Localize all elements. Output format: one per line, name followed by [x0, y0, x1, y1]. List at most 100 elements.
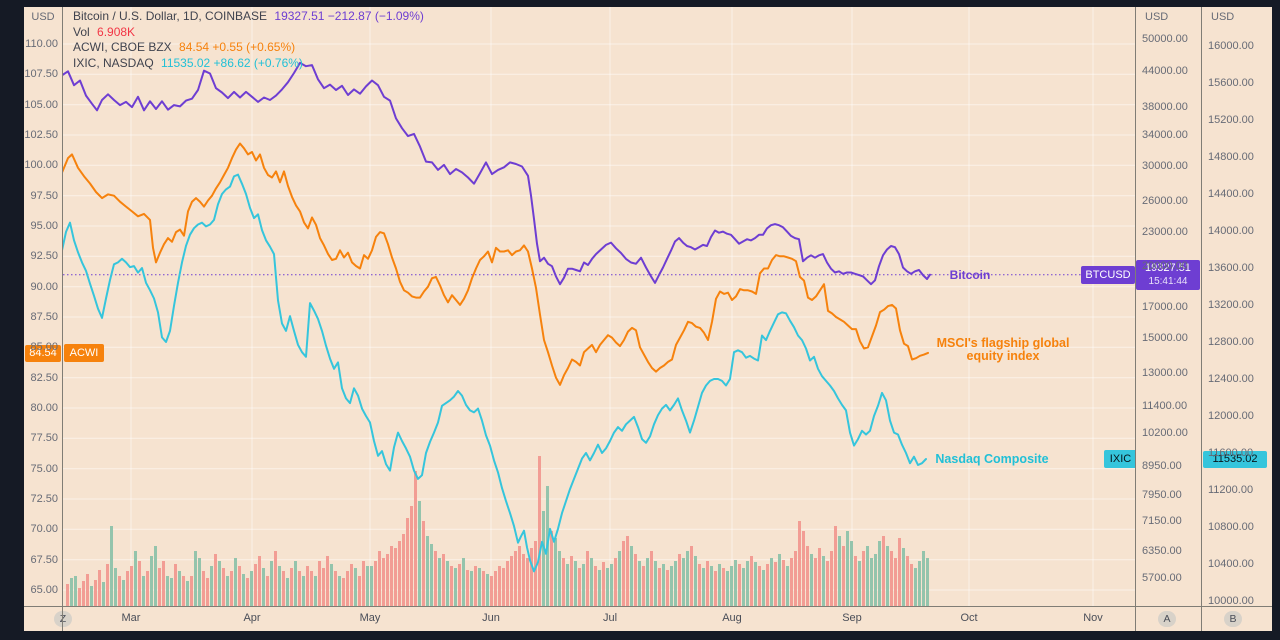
- msci-annotation-line2: equity index: [966, 349, 1040, 364]
- axis-tick-label: 92.50: [30, 250, 58, 263]
- axis-tick-label: 17000.00: [1142, 300, 1188, 313]
- axis-tick-label: 20000.00: [1142, 260, 1188, 273]
- nasdaq-series-label: Nasdaq Composite: [935, 452, 1049, 466]
- axis-tick-label: 10200.00: [1142, 427, 1188, 440]
- left-axis-divider: [62, 7, 63, 631]
- btcusd-ticker-badge: BTCUSD: [1081, 265, 1135, 284]
- btcusd-line: [63, 61, 931, 286]
- axis-tick-label: 65.00: [30, 583, 58, 596]
- axis-tick-label: 7150.00: [1142, 515, 1182, 528]
- month-label: Mar: [121, 612, 141, 624]
- axis-tick-label: 23000.00: [1142, 225, 1188, 238]
- right-price-axis-btc[interactable]: USD 19327.51 15:41:44 50000.00 44000.00 38…: [1136, 7, 1201, 606]
- ixic-axis-divider: [1201, 7, 1202, 631]
- chart-legend[interactable]: Bitcoin / U.S. Dollar, 1D, COINBASE 1932…: [73, 9, 424, 71]
- axis-tick-label: 15000.00: [1142, 331, 1188, 344]
- axis-tick-label: 105.00: [24, 98, 58, 111]
- legend-values-ixic: 11535.02 +86.62 (+0.76%): [161, 55, 303, 70]
- month-label: Aug: [722, 612, 742, 624]
- axis-tick-label: 95.00: [30, 219, 58, 232]
- btc-axis-divider: [1135, 7, 1136, 631]
- month-label: Jun: [482, 612, 500, 624]
- month-label: Nov: [1083, 612, 1103, 624]
- acwi-ticker-badge: ACWI: [64, 343, 104, 362]
- msci-annotation-label: MSCI's flagship global equity index: [920, 335, 1086, 364]
- axis-tick-label: 67.50: [30, 553, 58, 566]
- axis-tick-label: 80.00: [30, 401, 58, 414]
- legend-symbol-btcusd[interactable]: Bitcoin / U.S. Dollar, 1D, COINBASE: [73, 9, 268, 23]
- msci-annotation-line1: MSCI's flagship global: [936, 335, 1070, 350]
- axis-tick-label: 100.00: [24, 159, 58, 172]
- axis-tick-label: 10000.00: [1208, 595, 1254, 607]
- axis-tick-label: 12000.00: [1208, 410, 1254, 422]
- axis-tick-label: 110.00: [25, 38, 58, 50]
- legend-values-btcusd: 19327.51 −212.87 (−1.09%): [274, 9, 424, 23]
- axis-tick-label: 97.50: [30, 189, 58, 202]
- axis-tick-label: 13000.00: [1142, 367, 1188, 380]
- axis-tick-label: 102.50: [24, 128, 58, 141]
- axis-tick-label: 87.50: [30, 310, 58, 323]
- volume-bars: [66, 456, 929, 606]
- axis-tick-label: 107.50: [24, 68, 58, 81]
- month-label: Jul: [602, 612, 618, 624]
- axis-tick-label: 11400.00: [1142, 399, 1188, 412]
- btc-price-label: 19327.51 15:41:44: [1136, 259, 1200, 290]
- month-label: Apr: [243, 612, 261, 624]
- axis-tick-label: 14000.00: [1208, 225, 1254, 237]
- right-price-axis-ixic[interactable]: USD 11535.02 16000.00 15600.00 15200.00 148…: [1202, 7, 1272, 607]
- legend-symbol-volume[interactable]: Vol: [73, 24, 90, 39]
- btc-axis-currency-label: USD: [1145, 11, 1169, 23]
- time-axis-divider: [24, 606, 1272, 607]
- axis-tick-label: 12400.00: [1208, 373, 1254, 385]
- axis-tick-label: 75.00: [30, 462, 58, 475]
- axis-tick-label: 16000.00: [1208, 40, 1254, 52]
- axis-tick-label: 90.00: [30, 280, 58, 293]
- legend-row-ixic[interactable]: IXIC, NASDAQ 11535.02 +86.62 (+0.76%): [73, 56, 424, 72]
- chart-svg[interactable]: [63, 7, 1135, 606]
- month-label: Sep: [842, 612, 862, 624]
- axis-tick-label: 11200.00: [1208, 484, 1254, 496]
- legend-symbol-ixic[interactable]: IXIC, NASDAQ: [73, 55, 154, 70]
- legend-symbol-acwi[interactable]: ACWI, CBOE BZX: [73, 40, 172, 54]
- btc-price-value: 19327.51: [1145, 261, 1191, 274]
- axis-tick-label: 38000.00: [1142, 101, 1188, 114]
- legend-row-btcusd[interactable]: Bitcoin / U.S. Dollar, 1D, COINBASE 1932…: [73, 9, 424, 25]
- bitcoin-series-label: Bitcoin: [949, 267, 991, 282]
- ixic-axis-currency-label: USD: [1211, 11, 1235, 23]
- month-label: Oct: [960, 612, 978, 624]
- axis-tick-label: 10800.00: [1208, 521, 1254, 533]
- btc-countdown-timer: 15:41:44: [1148, 275, 1188, 287]
- ixic-line: [63, 173, 927, 573]
- left-price-axis[interactable]: USD 84.54 110.00 107.50 105.00 102.50 100.00…: [24, 7, 62, 606]
- scale-button-a[interactable]: A: [1158, 611, 1176, 627]
- axis-tick-label: 34000.00: [1142, 128, 1188, 141]
- axis-tick-label: 13200.00: [1208, 299, 1254, 311]
- axis-tick-label: 12800.00: [1208, 336, 1254, 348]
- axis-tick-label: 72.50: [30, 492, 58, 505]
- legend-values-volume: 6.908K: [97, 24, 136, 39]
- axis-tick-label: 6350.00: [1142, 544, 1182, 557]
- legend-row-volume[interactable]: Vol 6.908K: [73, 25, 424, 41]
- axis-tick-label: 50000.00: [1142, 33, 1188, 45]
- acwi-line: [63, 142, 929, 386]
- ixic-price-label: 11535.02: [1203, 451, 1267, 468]
- time-axis[interactable]: Z A B Mar Apr May Jun Jul Aug Sep Oct Nov: [24, 607, 1272, 631]
- month-label: May: [359, 612, 381, 624]
- axis-tick-label: 70.00: [30, 523, 58, 536]
- axis-tick-label: 8950.00: [1142, 459, 1182, 472]
- legend-row-acwi[interactable]: ACWI, CBOE BZX 84.54 +0.55 (+0.65%): [73, 40, 424, 56]
- axis-tick-label: 5700.00: [1142, 571, 1182, 584]
- ixic-ticker-badge: IXIC: [1104, 450, 1137, 468]
- axis-tick-label: 77.50: [30, 432, 58, 445]
- scale-button-z[interactable]: Z: [54, 611, 72, 627]
- chart-plot-area[interactable]: Bitcoin / U.S. Dollar, 1D, COINBASE 1932…: [63, 7, 1137, 606]
- axis-tick-label: 10400.00: [1208, 558, 1254, 570]
- axis-tick-label: 44000.00: [1142, 64, 1188, 77]
- left-axis-currency-label: USD: [31, 11, 55, 23]
- axis-tick-label: 13600.00: [1208, 262, 1254, 274]
- scale-button-b[interactable]: B: [1224, 611, 1242, 627]
- axis-tick-label: 14400.00: [1208, 188, 1254, 200]
- axis-tick-label: 7950.00: [1142, 489, 1182, 502]
- axis-tick-label: 30000.00: [1142, 159, 1188, 172]
